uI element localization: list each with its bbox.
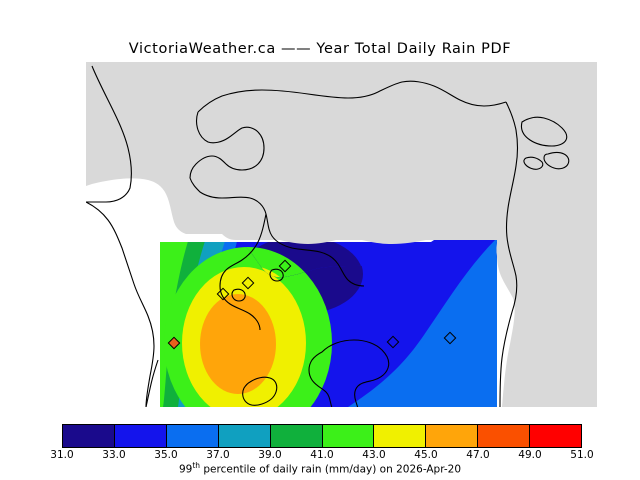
colorbar-band-7[interactable] xyxy=(426,425,479,447)
station-marker[interactable] xyxy=(167,336,181,350)
water-bullseye-45-47 xyxy=(200,294,276,394)
colorbar-tick-37-0: 37.0 xyxy=(206,449,230,461)
colorbar-tick-31-0: 31.0 xyxy=(50,449,74,461)
coastline-east xyxy=(499,101,519,407)
coastline-layer xyxy=(86,65,570,407)
water-band-35-37-east xyxy=(348,240,497,407)
colorbar-tick-labels: 31.0 33.0 35.0 37.0 39.0 41.0 43.0 45.0 47.0 49.0… xyxy=(0,449,640,462)
caption-suffix: percentile of daily rain (mm/day) on 202… xyxy=(200,463,462,476)
colorbar xyxy=(62,424,582,448)
station-marker[interactable] xyxy=(241,276,255,290)
station-marker[interactable] xyxy=(443,331,457,345)
coastline-islet-1 xyxy=(231,288,246,302)
coastline-west xyxy=(86,201,155,407)
colorbar-tick-49-0: 49.0 xyxy=(518,449,542,461)
colorbar-band-2[interactable] xyxy=(166,425,219,447)
coastline-island-northeast-2 xyxy=(543,151,570,170)
colorbar-band-1[interactable] xyxy=(114,425,167,447)
station-marker[interactable] xyxy=(216,287,230,301)
land-mass-main xyxy=(86,62,597,407)
colorbar-tick-51-0: 51.0 xyxy=(570,449,594,461)
colorbar-band-5[interactable] xyxy=(322,425,375,447)
coastline-central-peninsula xyxy=(189,177,365,287)
colorbar-band-4[interactable] xyxy=(270,425,323,447)
colorbar-tick-43-0: 43.0 xyxy=(362,449,386,461)
coastline-central-south xyxy=(219,213,267,331)
coastline-island-small-south xyxy=(242,376,278,406)
colorbar-tick-33-0: 33.0 xyxy=(102,449,126,461)
colorbar-tick-39-0: 39.0 xyxy=(258,449,282,461)
station-markers-layer xyxy=(167,259,457,350)
coastline-island-northeast-1 xyxy=(520,116,568,147)
caption-prefix: 99 xyxy=(178,463,193,476)
colorbar-band-0[interactable] xyxy=(63,425,115,447)
coastline-island-northeast-3 xyxy=(523,156,544,170)
water-band-41-43 xyxy=(160,240,189,407)
map-plot-area xyxy=(86,62,597,407)
colorbar-band-3[interactable] xyxy=(218,425,271,447)
colorbar-band-8[interactable] xyxy=(478,425,531,447)
water-contours xyxy=(160,240,497,407)
colorbar-tick-45-0: 45.0 xyxy=(414,449,438,461)
map-canvas xyxy=(86,62,597,407)
coastline-lake-large xyxy=(308,339,390,407)
coastline-southwest xyxy=(145,359,159,407)
caption-superscript: th xyxy=(192,461,201,470)
colorbar-band-9[interactable] xyxy=(530,425,582,447)
station-marker[interactable] xyxy=(278,259,292,273)
colorbar-caption: 99th percentile of daily rain (mm/day) o… xyxy=(0,461,640,476)
coastline-inlet-northwest xyxy=(189,111,265,179)
station-marker[interactable] xyxy=(386,335,400,349)
colorbar-band-6[interactable] xyxy=(374,425,427,447)
colorbar-tick-47-0: 47.0 xyxy=(466,449,490,461)
coastline-islet-2 xyxy=(269,268,284,282)
page-title: VictoriaWeather.ca —— Year Total Daily R… xyxy=(128,41,512,57)
colorbar-track[interactable] xyxy=(62,424,582,448)
coastline-northwest xyxy=(86,65,132,203)
land-layer xyxy=(86,62,597,407)
colorbar-tick-41-0: 41.0 xyxy=(310,449,334,461)
coastline-north xyxy=(197,80,507,113)
colorbar-tick-35-0: 35.0 xyxy=(154,449,178,461)
